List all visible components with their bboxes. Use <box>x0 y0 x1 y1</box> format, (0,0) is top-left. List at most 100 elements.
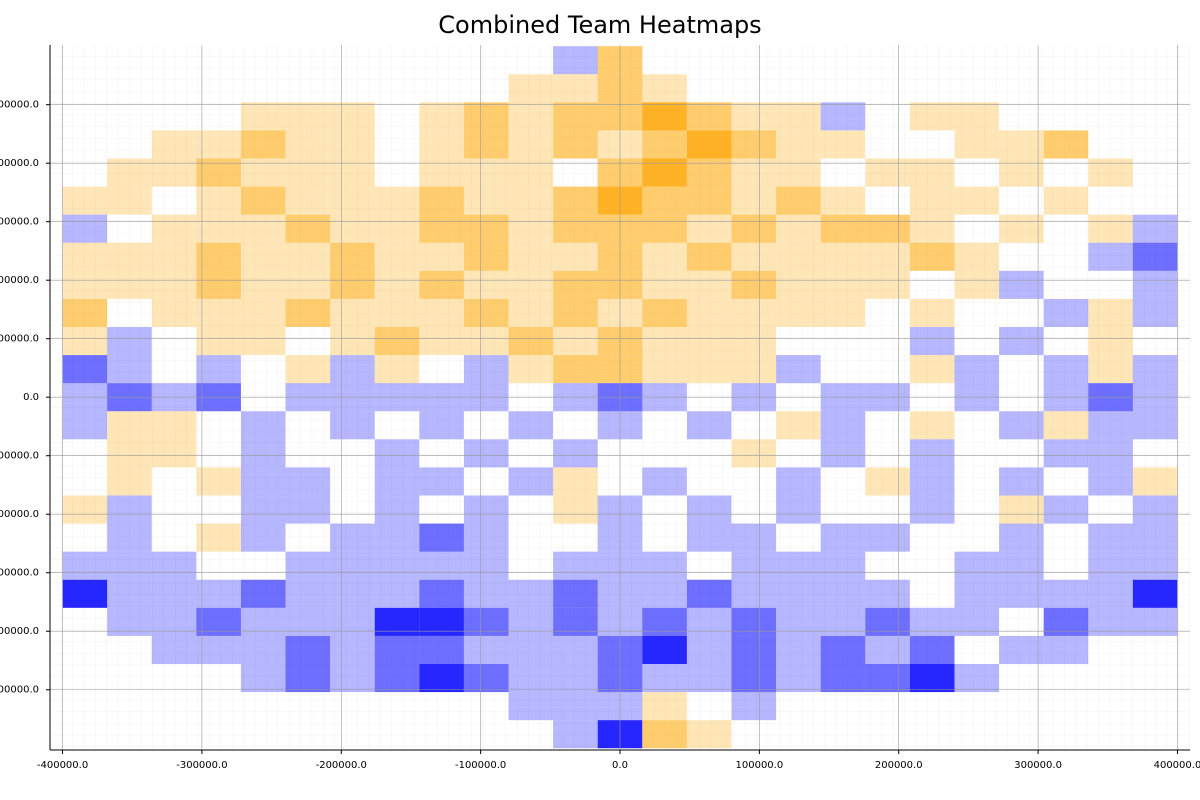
heat-cell <box>910 130 955 158</box>
heat-cell <box>909 663 955 693</box>
heat-cell <box>107 439 152 468</box>
heat-cell <box>553 74 598 103</box>
heat-cell <box>865 242 910 271</box>
heat-cell <box>776 579 821 608</box>
heat-cell <box>1088 158 1133 187</box>
heat-cell <box>731 214 777 243</box>
heat-cell <box>909 298 955 327</box>
heat-cell <box>240 130 286 159</box>
heat-cell <box>463 298 509 327</box>
heat-cell <box>1088 439 1133 468</box>
heat-cell <box>240 635 286 664</box>
heat-cell <box>1043 579 1089 608</box>
heat-cell <box>285 355 331 384</box>
heat-cell <box>776 242 821 271</box>
heat-cell <box>374 242 420 271</box>
heat-cell <box>553 635 598 664</box>
heat-cell <box>419 495 464 523</box>
heat-cell <box>241 552 286 580</box>
heat-cell <box>642 298 687 327</box>
heat-cell <box>196 327 241 356</box>
heat-cell <box>374 439 420 468</box>
heat-cell <box>285 242 331 271</box>
heat-cell <box>642 327 687 356</box>
heat-cell <box>240 214 286 243</box>
heat-cell <box>63 467 108 495</box>
heat-cell <box>553 439 598 468</box>
heat-cell <box>151 298 197 327</box>
heat-cell <box>63 524 108 552</box>
heat-cell <box>419 411 464 440</box>
heat-cell <box>464 411 509 439</box>
heat-cell <box>687 439 732 467</box>
heat-cell <box>553 46 598 75</box>
heat-cell <box>240 411 286 440</box>
y-tick-label: -200000.0 <box>0 509 39 520</box>
heat-cell <box>642 692 687 721</box>
heat-cell <box>196 270 241 299</box>
heat-cell <box>240 439 286 468</box>
heat-cell <box>1088 579 1133 608</box>
heat-cell <box>954 663 1000 693</box>
heat-cell <box>151 607 197 636</box>
heat-cell <box>508 102 554 131</box>
heat-cell <box>152 327 197 355</box>
heat-cell <box>776 692 821 720</box>
heat-cell <box>285 607 331 636</box>
heat-cell <box>508 607 554 636</box>
heat-cell <box>196 186 241 215</box>
heat-cell <box>776 635 821 664</box>
heat-cell <box>330 270 375 299</box>
heat-cell <box>642 242 687 271</box>
heat-cell <box>508 355 554 384</box>
heat-cell <box>909 355 955 384</box>
heat-cell <box>463 242 509 271</box>
heat-cell <box>196 607 241 636</box>
heat-cell <box>731 692 777 721</box>
heat-cell <box>1132 607 1178 636</box>
heat-cell <box>419 298 464 327</box>
heat-cell <box>954 467 999 495</box>
heat-cell <box>508 692 554 721</box>
heat-cell <box>1088 327 1133 356</box>
heat-cell <box>196 158 241 187</box>
heat-cell <box>954 607 1000 636</box>
heat-cell <box>999 439 1044 467</box>
heat-cell <box>508 411 554 440</box>
heat-cell <box>553 159 598 187</box>
heat-cell <box>776 102 821 131</box>
heat-cell <box>374 495 420 524</box>
heat-cell <box>152 495 197 523</box>
heat-cell <box>1132 298 1178 327</box>
heat-cell <box>820 635 866 664</box>
y-tick-label: -400000.0 <box>0 626 39 637</box>
heat-cell <box>954 439 999 467</box>
heat-cell <box>776 551 821 580</box>
heat-cell <box>374 186 420 215</box>
heat-cell <box>107 158 152 187</box>
heat-cell <box>1044 327 1089 355</box>
heat-cell <box>196 355 241 384</box>
heat-cell <box>107 355 152 384</box>
heat-cell <box>954 102 1000 131</box>
heat-cell <box>419 663 464 693</box>
heat-cell <box>553 663 598 693</box>
heat-cell <box>687 467 732 495</box>
heat-cell <box>107 299 152 327</box>
heat-cell <box>776 663 821 693</box>
heat-cell <box>731 411 776 439</box>
heat-cell <box>330 298 375 327</box>
heat-cell <box>62 298 108 327</box>
heat-cell <box>999 214 1044 243</box>
x-tick-label: -300000.0 <box>176 760 227 771</box>
heat-cell <box>999 411 1044 440</box>
heat-cell <box>196 523 241 552</box>
heat-cell <box>954 495 999 523</box>
heat-cell <box>553 692 598 721</box>
heat-cell <box>865 635 910 664</box>
heat-cell <box>419 523 464 552</box>
heat-cell <box>508 298 554 327</box>
heat-cell <box>419 102 464 131</box>
heat-cell <box>731 186 777 215</box>
